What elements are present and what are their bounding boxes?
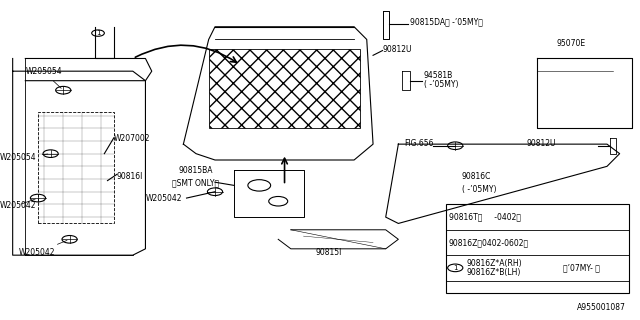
Text: 1: 1 bbox=[96, 30, 100, 36]
Text: 90816C: 90816C bbox=[461, 172, 491, 181]
Text: W205054: W205054 bbox=[26, 67, 62, 88]
Text: 90815DA〈 -’05MY〉: 90815DA〈 -’05MY〉 bbox=[410, 18, 483, 27]
Text: ( -’05MY): ( -’05MY) bbox=[424, 80, 458, 89]
Text: 90815BA: 90815BA bbox=[179, 166, 213, 175]
Text: W207002: W207002 bbox=[114, 134, 150, 143]
Text: 90816T〈     -0402〉: 90816T〈 -0402〉 bbox=[449, 212, 521, 221]
Text: ( -’05MY): ( -’05MY) bbox=[461, 185, 496, 194]
Text: 〈’07MY- 〉: 〈’07MY- 〉 bbox=[563, 263, 600, 272]
Text: 94581B: 94581B bbox=[424, 70, 453, 80]
Text: 90815I: 90815I bbox=[316, 248, 342, 257]
Text: FIG.656: FIG.656 bbox=[404, 139, 434, 148]
Text: 95070E: 95070E bbox=[556, 39, 586, 48]
Text: 90816Z*A(RH): 90816Z*A(RH) bbox=[466, 259, 522, 268]
Text: 1: 1 bbox=[453, 265, 458, 271]
Text: A955001087: A955001087 bbox=[577, 303, 626, 312]
Text: 90816Z〈0402-0602〉: 90816Z〈0402-0602〉 bbox=[449, 238, 529, 247]
Text: 90816Z*B(LH): 90816Z*B(LH) bbox=[466, 268, 520, 277]
Text: 90816I: 90816I bbox=[117, 172, 143, 181]
Text: W205042: W205042 bbox=[146, 194, 182, 203]
Text: 90812U: 90812U bbox=[383, 45, 412, 54]
Text: 〈SMT ONLY〉: 〈SMT ONLY〉 bbox=[172, 178, 220, 188]
Text: W205042: W205042 bbox=[0, 199, 36, 210]
Text: W205042: W205042 bbox=[19, 240, 67, 257]
Text: W205054: W205054 bbox=[0, 153, 48, 162]
Text: 90812U: 90812U bbox=[527, 139, 556, 148]
Bar bbox=[446, 204, 629, 293]
